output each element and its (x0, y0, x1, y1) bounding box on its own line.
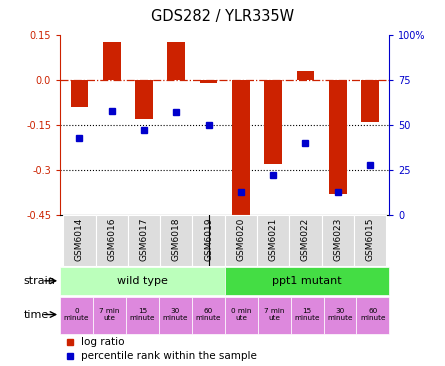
Bar (354, 215, 386, 266)
Text: GSM6018: GSM6018 (172, 218, 181, 261)
Bar (361, 80, 379, 122)
Bar (225, 297, 258, 333)
Bar (71, 80, 88, 107)
Bar (128, 215, 160, 266)
Text: GSM6021: GSM6021 (269, 218, 278, 261)
Text: GSM6022: GSM6022 (301, 218, 310, 261)
Text: percentile rank within the sample: percentile rank within the sample (81, 351, 257, 361)
Bar (225, 268, 389, 295)
Text: 30
minute: 30 minute (327, 308, 353, 321)
Text: log ratio: log ratio (81, 337, 125, 347)
Bar (289, 215, 322, 266)
Text: 30
minute: 30 minute (162, 308, 188, 321)
Text: 0 min
ute: 0 min ute (231, 308, 251, 321)
Bar (257, 215, 289, 266)
Bar (322, 215, 354, 266)
Text: 15
minute: 15 minute (129, 308, 155, 321)
Bar (200, 80, 218, 83)
Bar (192, 297, 225, 333)
Bar (96, 215, 128, 266)
Text: GSM6020: GSM6020 (236, 218, 245, 261)
Text: GSM6014: GSM6014 (75, 218, 84, 261)
Text: GDS282 / YLR335W: GDS282 / YLR335W (151, 9, 294, 24)
Bar (160, 215, 192, 266)
Bar (296, 71, 314, 80)
Bar (60, 268, 225, 295)
Bar (159, 297, 192, 333)
Text: 7 min
ute: 7 min ute (99, 308, 120, 321)
Bar (192, 215, 225, 266)
Text: strain: strain (24, 276, 56, 286)
Text: GSM6017: GSM6017 (140, 218, 149, 261)
Text: GSM6016: GSM6016 (107, 218, 116, 261)
Bar (103, 42, 121, 80)
Text: 60
minute: 60 minute (360, 308, 386, 321)
Text: ppt1 mutant: ppt1 mutant (272, 276, 342, 286)
Bar (264, 80, 282, 164)
Bar (135, 80, 153, 119)
Bar (291, 297, 324, 333)
Text: time: time (24, 310, 49, 320)
Bar (232, 80, 250, 224)
Text: wild type: wild type (117, 276, 168, 286)
Text: 15
minute: 15 minute (294, 308, 320, 321)
Text: 7 min
ute: 7 min ute (264, 308, 284, 321)
Bar (225, 215, 257, 266)
Bar (93, 297, 126, 333)
Bar (60, 297, 93, 333)
Text: GSM6015: GSM6015 (365, 218, 375, 261)
Text: GSM6019: GSM6019 (204, 218, 213, 261)
Bar (126, 297, 159, 333)
Bar (329, 80, 347, 194)
Text: 60
minute: 60 minute (195, 308, 221, 321)
Bar (63, 215, 96, 266)
Text: GSM6023: GSM6023 (333, 218, 342, 261)
Bar (356, 297, 389, 333)
Bar (258, 297, 291, 333)
Bar (324, 297, 356, 333)
Text: 0
minute: 0 minute (64, 308, 89, 321)
Bar (167, 42, 185, 80)
